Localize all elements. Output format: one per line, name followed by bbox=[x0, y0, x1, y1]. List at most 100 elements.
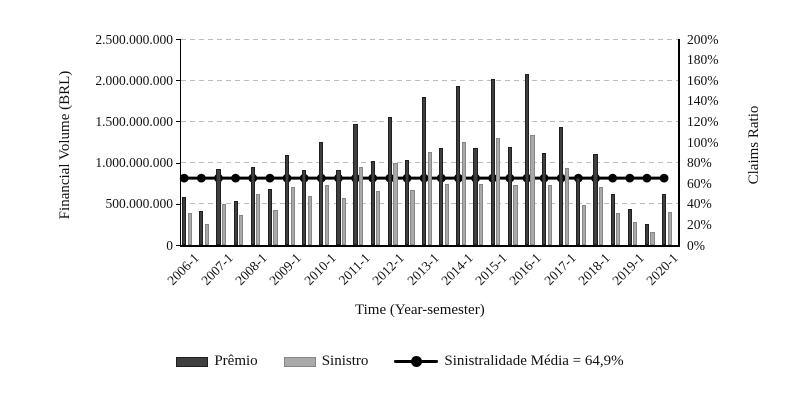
bar-premio-2007-1 bbox=[216, 169, 221, 245]
bar-premio-2014-2 bbox=[473, 148, 478, 245]
bar-sinistro-2009-2 bbox=[307, 195, 312, 245]
bar-premio-2012-2 bbox=[404, 159, 410, 245]
mean-line-marker-2019-1 bbox=[625, 173, 635, 183]
bar-premio-2007-2 bbox=[233, 200, 238, 245]
legend-label-mean-line: Sinistralidade Média = 64,9% bbox=[444, 353, 624, 369]
bar-premio-2013-2 bbox=[439, 148, 444, 245]
legend-item-sinistro: Sinistro bbox=[283, 353, 369, 370]
y-axis-tick-left bbox=[175, 39, 180, 40]
bar-sinistro-2015-2 bbox=[513, 184, 518, 245]
y-axis-tick-label-left: 0 bbox=[166, 237, 173, 253]
y-axis-tick-label-right: 180% bbox=[687, 52, 719, 68]
y-axis-tick-label-left: 2.500.000.000 bbox=[95, 31, 173, 47]
y-axis-tick-label-right: 140% bbox=[687, 93, 719, 109]
y-axis-tick-label-right: 60% bbox=[687, 175, 712, 191]
bar-sinistro-2014-1 bbox=[461, 142, 467, 245]
y-axis-tick-label-left: 2.000.000.000 bbox=[95, 72, 173, 88]
y-axis-line-right bbox=[678, 39, 680, 247]
bar-sinistro-2010-1 bbox=[324, 184, 329, 245]
y-axis-tick-label-right: 40% bbox=[687, 196, 712, 212]
bar-sinistro-2019-1 bbox=[633, 222, 638, 245]
gridline bbox=[181, 79, 678, 81]
bar-sinistro-2008-2 bbox=[273, 209, 278, 245]
bar-premio-2008-1 bbox=[250, 167, 255, 245]
mean-line-marker-2019-2 bbox=[642, 173, 652, 183]
bar-sinistro-2006-2 bbox=[204, 223, 210, 245]
mean-line-marker-2018-2 bbox=[608, 173, 618, 183]
bar-premio-2010-2 bbox=[336, 170, 341, 245]
bar-sinistro-2009-1 bbox=[290, 186, 295, 245]
bar-sinistro-2018-1 bbox=[599, 186, 604, 245]
bar-premio-2018-1 bbox=[593, 154, 598, 245]
bar-premio-2016-1 bbox=[524, 74, 530, 245]
mean-line-marker-2006-1 bbox=[179, 173, 189, 183]
legend-label-sinistro: Sinistro bbox=[321, 353, 369, 369]
bar-sinistro-2017-1 bbox=[564, 167, 569, 245]
mean-line-marker-2006-2 bbox=[196, 173, 206, 183]
mean-line-marker-2008-2 bbox=[265, 173, 275, 183]
y-axis-title-right: Claims Ratio bbox=[746, 105, 762, 185]
bar-sinistro-2018-2 bbox=[616, 212, 621, 245]
bar-premio-2017-2 bbox=[576, 178, 581, 245]
x-axis-title: Time (Year-semester) bbox=[355, 302, 485, 318]
bar-premio-2014-1 bbox=[456, 85, 461, 245]
gridline bbox=[181, 120, 678, 122]
bar-sinistro-2011-1 bbox=[359, 167, 364, 245]
sinistro-swatch bbox=[283, 356, 316, 367]
bar-sinistro-2016-2 bbox=[547, 184, 552, 245]
bar-sinistro-2012-2 bbox=[410, 189, 415, 245]
y-axis-line-left bbox=[179, 39, 181, 247]
premio-swatch bbox=[176, 356, 209, 367]
y-axis-title-left: Financial Volume (BRL) bbox=[57, 70, 73, 220]
bar-premio-2009-1 bbox=[284, 155, 290, 245]
bar-sinistro-2010-2 bbox=[341, 198, 347, 245]
bar-sinistro-2013-2 bbox=[444, 183, 449, 245]
legend: Prêmio Sinistro Sinistralidade Média = 6… bbox=[0, 353, 800, 370]
bar-sinistro-2007-2 bbox=[239, 214, 244, 245]
bar-premio-2013-1 bbox=[422, 96, 427, 245]
mean-line-marker-2020-1 bbox=[659, 173, 669, 183]
mean-line-marker-2007-2 bbox=[231, 173, 241, 183]
bar-sinistro-2015-1 bbox=[496, 137, 501, 245]
bar-sinistro-2020-1 bbox=[667, 212, 672, 245]
bar-premio-2011-1 bbox=[353, 124, 358, 245]
bar-sinistro-2007-1 bbox=[221, 203, 227, 245]
y-axis-tick-label-right: 80% bbox=[687, 155, 712, 171]
bar-premio-2006-1 bbox=[182, 197, 187, 245]
y-axis-tick-left bbox=[175, 162, 180, 164]
bar-sinistro-2014-2 bbox=[479, 184, 484, 245]
bar-sinistro-2008-1 bbox=[256, 194, 261, 245]
bar-premio-2006-2 bbox=[199, 210, 204, 245]
bar-premio-2016-2 bbox=[541, 152, 547, 245]
bar-premio-2019-2 bbox=[644, 224, 649, 245]
y-axis-tick-left bbox=[175, 245, 180, 246]
bar-premio-2019-1 bbox=[627, 209, 632, 245]
bar-premio-2008-2 bbox=[267, 188, 272, 245]
y-axis-tick-label-right: 120% bbox=[687, 113, 719, 129]
y-axis-tick-label-right: 160% bbox=[687, 72, 719, 88]
y-axis-tick-label-right: 20% bbox=[687, 216, 712, 232]
gridline bbox=[181, 38, 678, 40]
y-axis-tick-label-right: 100% bbox=[687, 134, 719, 150]
bar-sinistro-2017-2 bbox=[581, 205, 587, 245]
bar-sinistro-2013-1 bbox=[427, 151, 432, 245]
y-axis-tick-label-left: 1.500.000.000 bbox=[95, 113, 173, 129]
legend-label-premio: Prêmio bbox=[214, 353, 258, 369]
bar-sinistro-2012-1 bbox=[393, 162, 398, 245]
y-axis-tick-left bbox=[175, 121, 180, 123]
bar-sinistro-2016-1 bbox=[530, 134, 535, 245]
y-axis-tick-left bbox=[175, 203, 180, 205]
bar-premio-2015-1 bbox=[490, 78, 495, 245]
bar-premio-2011-2 bbox=[370, 160, 375, 245]
mean-line-swatch bbox=[394, 356, 439, 367]
mean-line-dot-icon bbox=[411, 356, 423, 367]
bar-sinistro-2011-2 bbox=[376, 190, 381, 245]
y-axis-tick-left bbox=[175, 80, 180, 82]
bar-premio-2010-1 bbox=[319, 141, 324, 245]
y-axis-tick-label-left: 500.000.000 bbox=[105, 196, 174, 212]
legend-item-premio: Prêmio bbox=[176, 353, 258, 370]
bar-premio-2020-1 bbox=[661, 194, 667, 245]
bar-premio-2015-2 bbox=[507, 147, 512, 245]
bar-premio-2012-1 bbox=[387, 116, 392, 245]
